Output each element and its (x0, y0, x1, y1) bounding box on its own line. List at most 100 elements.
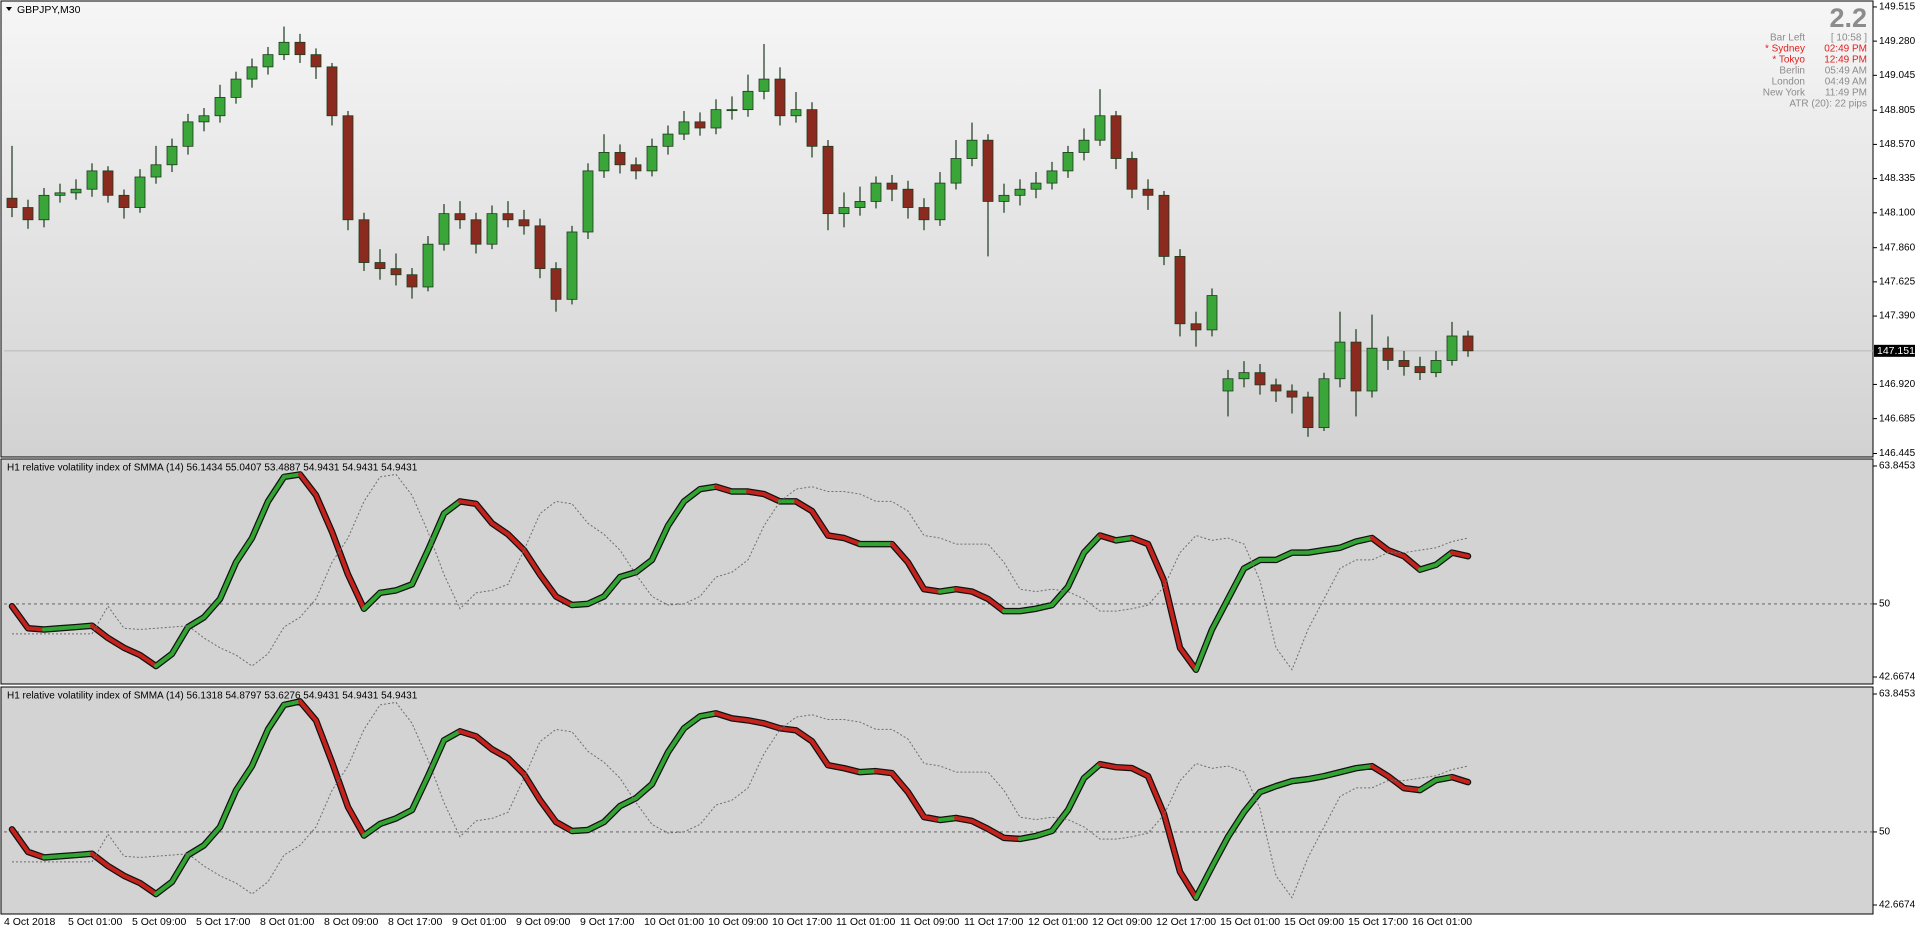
indicator-segment (426, 738, 446, 779)
x-tick-label: 5 Oct 17:00 (196, 916, 250, 928)
info-value: 04:49 AM (1825, 77, 1867, 88)
indicator-segment (10, 604, 30, 631)
candle-body (70, 188, 82, 194)
indicator-segment (394, 582, 414, 593)
indicator-segment (1434, 775, 1454, 783)
x-tick-label: 11 Oct 17:00 (964, 916, 1024, 928)
indicator-segment (810, 739, 830, 768)
info-label: * Sydney (1765, 44, 1805, 55)
candle-body (918, 207, 930, 221)
y-tick-label: 149.280 (1879, 36, 1916, 47)
indicator-segment (490, 747, 510, 761)
candle-body (1190, 323, 1202, 331)
candle-body (934, 182, 946, 221)
price-panel (0, 0, 1874, 458)
indicator-segment (730, 716, 750, 723)
candle-body (38, 194, 50, 221)
symbol-menu-arrow[interactable] (6, 7, 12, 11)
indicator-segment (858, 769, 878, 775)
indicator-segment (746, 718, 766, 726)
indicator-segment (762, 492, 782, 504)
candle-body (726, 109, 738, 112)
candle-body (198, 115, 210, 123)
indicator-segment (154, 879, 174, 897)
y-tick-label: 147.390 (1879, 311, 1916, 322)
candle-body (1398, 360, 1410, 367)
candle-body (1430, 360, 1442, 374)
indicator-segment (1146, 774, 1166, 817)
indicator-segment (1194, 864, 1214, 900)
candle-body (262, 54, 274, 68)
indicator-segment (938, 815, 958, 822)
x-tick-label: 10 Oct 17:00 (772, 916, 832, 928)
indicator-segment (1226, 566, 1246, 601)
indicator-segment (1098, 762, 1118, 770)
y-tick-label: 146.920 (1879, 379, 1916, 390)
indicator-segment (1402, 786, 1422, 793)
indicator-segment (1370, 764, 1390, 779)
y-tick-label: 50 (1879, 599, 1891, 610)
x-tick-label: 8 Oct 01:00 (260, 916, 314, 928)
indicator-segment (170, 853, 190, 884)
plot-layer: 149.515 149.280 149.045 148.805 148.570 148.3… (4, 2, 1916, 928)
x-tick-label: 12 Oct 09:00 (1092, 916, 1152, 928)
info-label: New York (1763, 88, 1806, 99)
indicator-segment (682, 714, 702, 731)
x-tick-label: 9 Oct 01:00 (452, 916, 506, 928)
indicator-segment (938, 587, 958, 594)
indicator-segment (1114, 535, 1134, 543)
candle-body (838, 207, 850, 215)
indicator-segment (138, 653, 158, 669)
current-price-label: 147.151 (1877, 345, 1915, 357)
x-tick-label: 12 Oct 01:00 (1028, 916, 1088, 928)
indicator-segment (842, 766, 862, 775)
candle-body (1158, 194, 1170, 257)
candle-body (694, 121, 706, 129)
indicator-segment (346, 572, 366, 611)
info-label: * Tokyo (1772, 55, 1805, 66)
indicator-segment (1226, 810, 1246, 839)
indicator-segment (698, 484, 718, 492)
indicator-segment (1306, 774, 1326, 782)
candle-body (406, 274, 418, 288)
x-tick-label: 12 Oct 17:00 (1156, 916, 1216, 928)
indicator-segment (538, 572, 558, 599)
candle-body (1414, 366, 1426, 374)
indicator-segment (538, 798, 558, 824)
indicator-segment (1162, 812, 1182, 874)
x-tick-label: 16 Oct 01:00 (1412, 916, 1472, 928)
indicator-segment (458, 729, 478, 739)
x-tick-label: 5 Oct 01:00 (68, 916, 122, 928)
indicator-segment (1274, 779, 1294, 789)
candle-body (1286, 390, 1298, 398)
indicator-segment (890, 542, 910, 565)
candle-body (1302, 396, 1314, 429)
indicator-segment (650, 523, 670, 562)
indicator-segment (522, 548, 542, 577)
candle-body (438, 213, 450, 245)
indicator-segment (618, 570, 638, 580)
indicator-segment (506, 756, 526, 777)
indicator-segment (1322, 770, 1342, 779)
indicator-segment (490, 521, 510, 537)
indicator-segment (122, 873, 142, 886)
candle-body (486, 213, 498, 245)
indicator-segment (714, 711, 734, 721)
y-tick-label: 42.6674 (1879, 672, 1916, 683)
indicator-segment (762, 721, 782, 731)
indicator-segment (378, 588, 398, 595)
candle-body (342, 115, 354, 221)
indicator-segment (634, 557, 654, 575)
indicator-segment (10, 827, 30, 854)
indicator-segment (1146, 542, 1166, 583)
candle-body (1142, 188, 1154, 196)
candle-body (710, 109, 722, 129)
indicator-panel (0, 458, 1874, 685)
indicator-segment (1450, 550, 1470, 559)
indicator-segment (106, 636, 126, 650)
indicator-segment (1306, 548, 1326, 555)
indicator-segment (650, 750, 670, 787)
indicator-segment (282, 472, 302, 479)
indicator-segment (1450, 775, 1470, 785)
candle-body (598, 152, 610, 172)
